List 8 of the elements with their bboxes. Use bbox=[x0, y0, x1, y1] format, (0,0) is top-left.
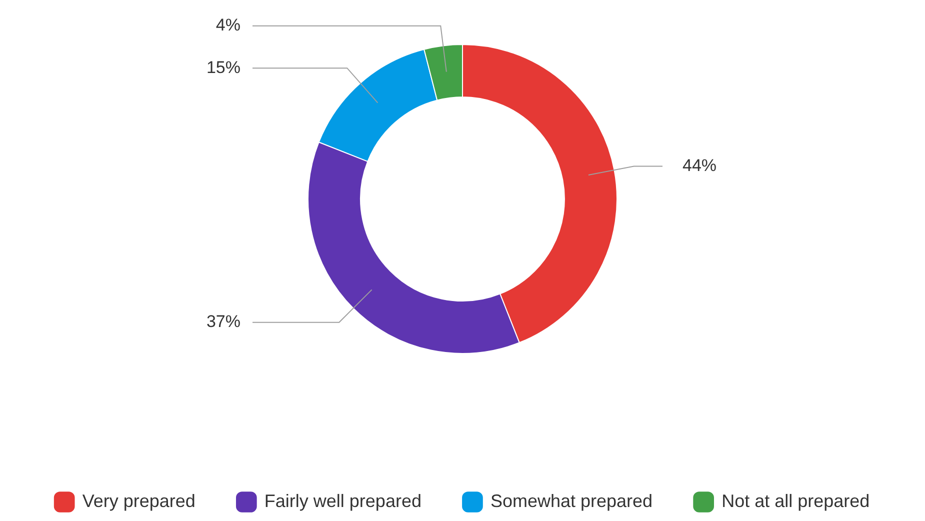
data-label: 15% bbox=[206, 58, 240, 77]
legend-label: Somewhat prepared bbox=[490, 490, 653, 511]
data-label: 4% bbox=[216, 16, 240, 35]
legend-label: Not at all prepared bbox=[722, 490, 870, 511]
legend-label: Very prepared bbox=[82, 490, 196, 511]
legend-label: Fairly well prepared bbox=[264, 490, 422, 511]
data-label: 37% bbox=[206, 312, 240, 332]
data-label: 44% bbox=[682, 156, 717, 175]
